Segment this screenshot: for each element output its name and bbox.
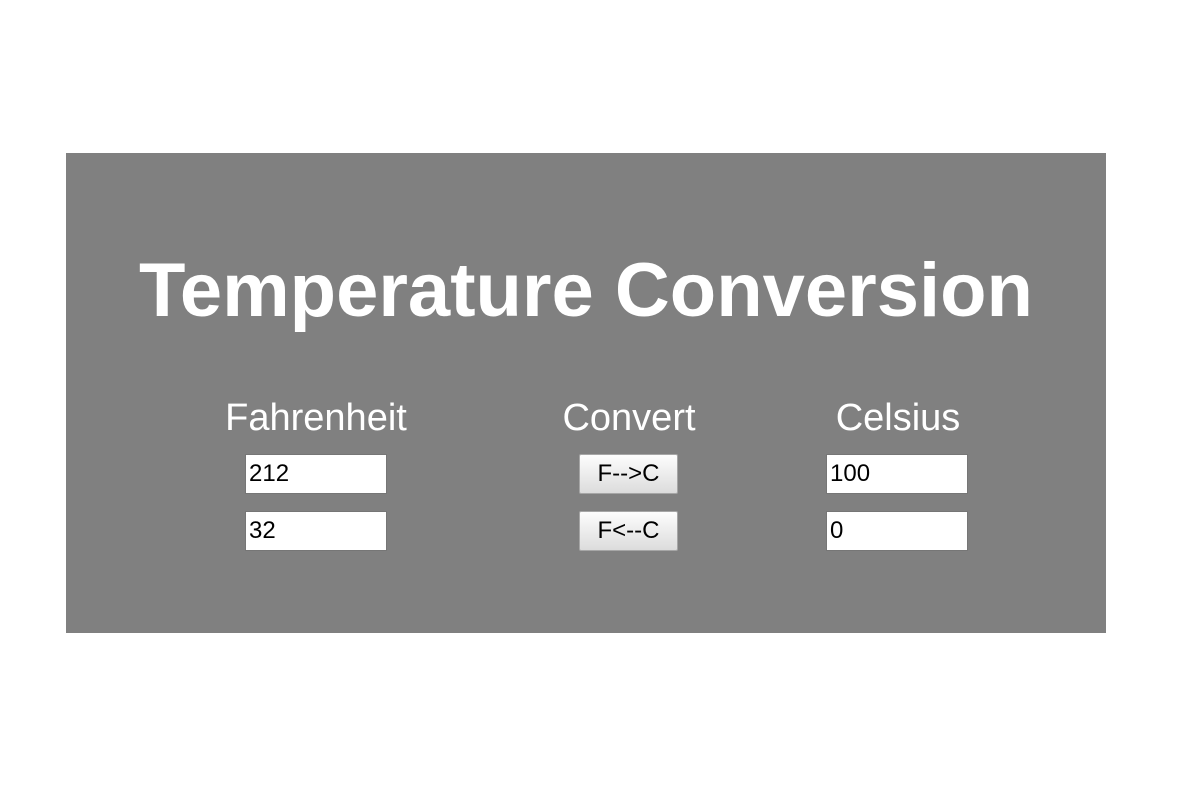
page-title: Temperature Conversion (139, 248, 1033, 333)
celsius-header: Celsius (835, 397, 961, 439)
convert-header: Convert (562, 397, 696, 439)
fahrenheit-input-1[interactable] (245, 454, 387, 494)
celsius-input-1[interactable] (826, 454, 968, 494)
celsius-input-2[interactable] (826, 511, 968, 551)
fahrenheit-input-2[interactable] (245, 511, 387, 551)
converter-panel: Temperature Conversion Fahrenheit Conver… (66, 153, 1106, 633)
fahrenheit-header: Fahrenheit (225, 397, 407, 439)
f-to-c-button[interactable]: F-->C (579, 454, 678, 494)
c-to-f-button[interactable]: F<--C (579, 511, 678, 551)
